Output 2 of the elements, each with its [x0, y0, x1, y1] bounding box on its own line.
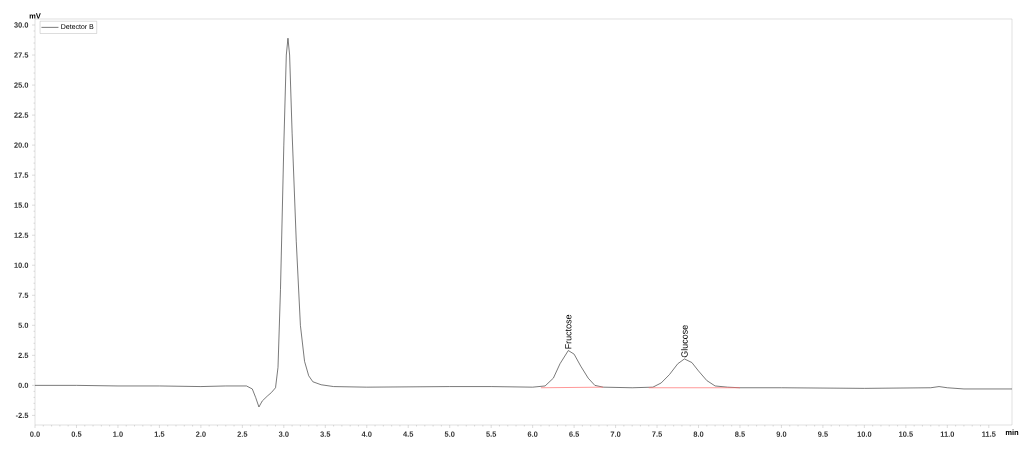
annotation: Fructose: [565, 314, 572, 349]
annotation: Glucose: [681, 325, 688, 358]
